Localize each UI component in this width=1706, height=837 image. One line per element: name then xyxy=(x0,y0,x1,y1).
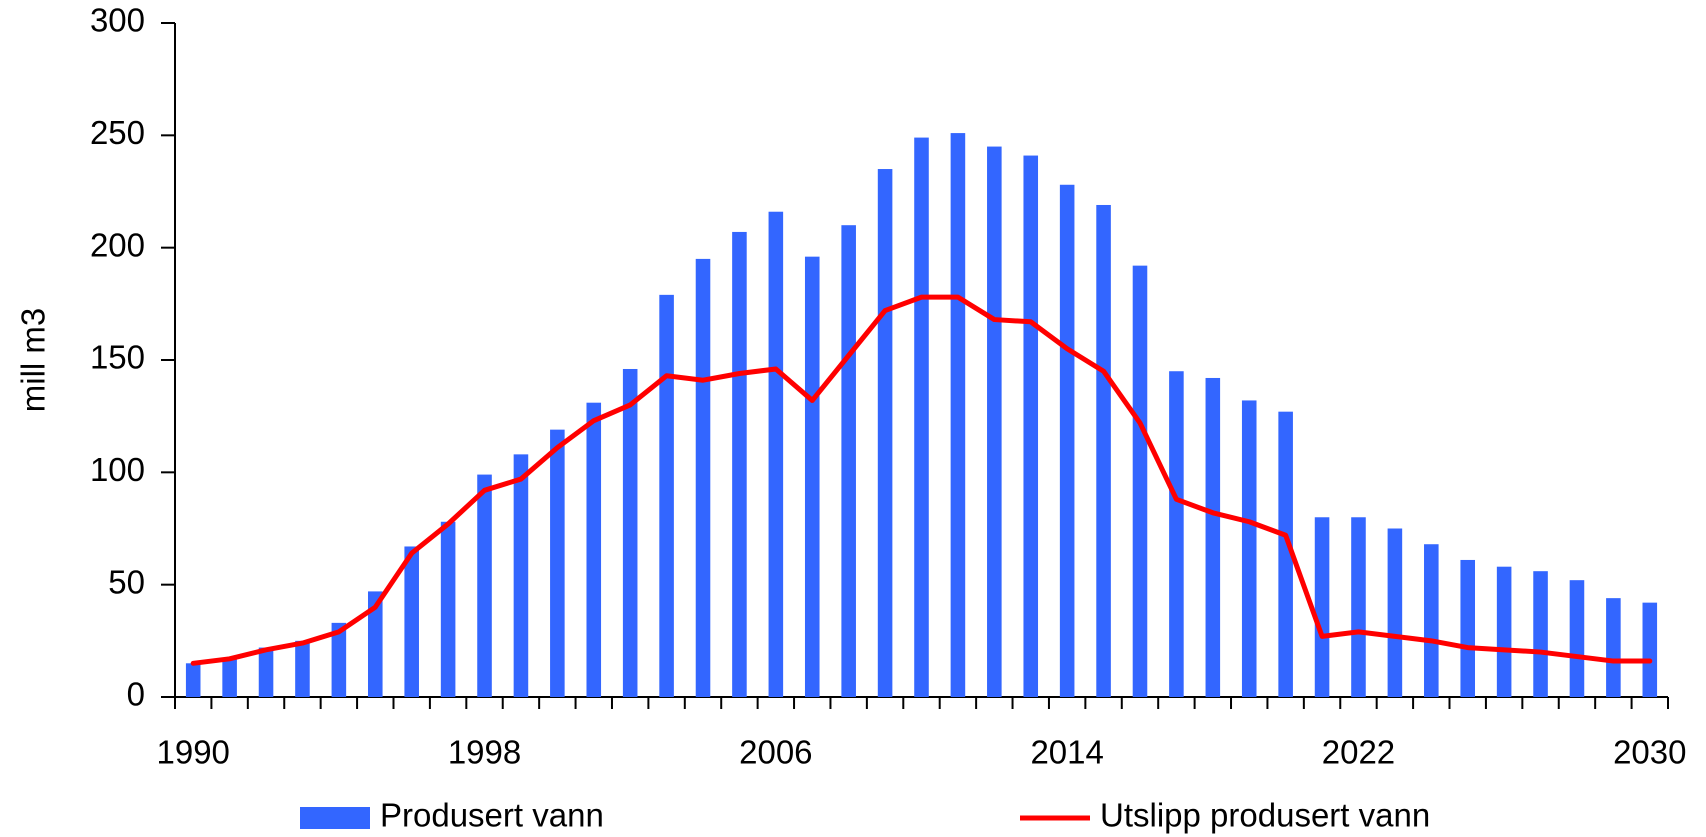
bar xyxy=(1496,566,1512,697)
bar xyxy=(1132,265,1148,697)
bar xyxy=(1424,544,1439,697)
x-tick-label: 1990 xyxy=(156,734,229,771)
bar xyxy=(804,256,820,697)
bar xyxy=(1205,377,1221,697)
bar xyxy=(550,429,565,697)
bar xyxy=(622,368,638,697)
bar xyxy=(1642,602,1658,697)
bar xyxy=(295,640,310,697)
bar xyxy=(1059,184,1075,697)
bar xyxy=(914,137,929,697)
x-tick-label: 1998 xyxy=(448,734,521,771)
line xyxy=(190,294,1653,666)
bar xyxy=(477,474,492,697)
bar xyxy=(659,294,674,697)
bar xyxy=(331,622,347,697)
legend-label: Produsert vann xyxy=(380,797,604,834)
bar xyxy=(768,211,784,697)
y-tick-label: 0 xyxy=(127,676,145,713)
bar xyxy=(1023,155,1039,697)
bar xyxy=(1314,517,1330,697)
y-tick-label: 150 xyxy=(90,339,145,376)
y-tick-label: 250 xyxy=(90,114,145,151)
bar xyxy=(1096,204,1111,698)
bar xyxy=(987,146,1002,698)
bar xyxy=(841,225,856,697)
bar xyxy=(1533,571,1548,697)
bar xyxy=(1351,517,1366,697)
bar xyxy=(222,658,237,697)
bar xyxy=(258,647,274,697)
bar xyxy=(950,133,966,697)
bar xyxy=(185,663,201,697)
bar xyxy=(1241,400,1257,697)
bar xyxy=(1278,411,1293,697)
bar xyxy=(404,546,419,697)
legend-swatch xyxy=(300,807,370,829)
bar xyxy=(1606,598,1621,697)
y-tick-label: 200 xyxy=(90,226,145,263)
y-tick-label: 300 xyxy=(90,2,145,39)
bar xyxy=(586,402,602,697)
bar xyxy=(877,169,893,698)
y-tick-label: 50 xyxy=(108,563,145,600)
bar xyxy=(695,258,711,697)
x-tick-label: 2030 xyxy=(1613,734,1686,771)
bar xyxy=(367,591,383,697)
bar xyxy=(1460,559,1476,697)
x-tick-label: 2006 xyxy=(739,734,812,771)
x-tick-label: 2014 xyxy=(1030,734,1103,771)
y-tick-label: 100 xyxy=(90,451,145,488)
bar xyxy=(732,231,747,697)
bar xyxy=(513,454,529,697)
x-tick-label: 2022 xyxy=(1322,734,1395,771)
bar xyxy=(1569,580,1585,697)
y-axis-label: mill m3 xyxy=(15,308,52,413)
legend-label: Utslipp produsert vann xyxy=(1100,797,1430,834)
bar xyxy=(1387,528,1403,697)
bar xyxy=(1169,371,1184,697)
bar xyxy=(440,521,456,697)
